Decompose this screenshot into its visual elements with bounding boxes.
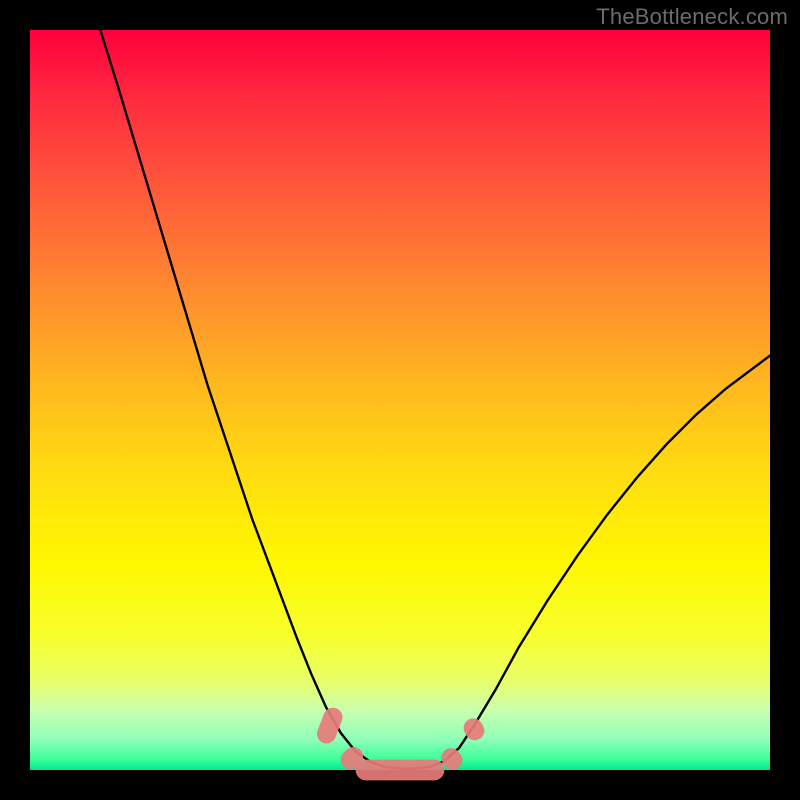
highlight-marker (356, 760, 445, 781)
chart-stage: TheBottleneck.com (0, 0, 800, 800)
plot-background (30, 30, 770, 770)
bottleneck-curve-chart (0, 0, 800, 800)
watermark-text: TheBottleneck.com (596, 4, 788, 30)
